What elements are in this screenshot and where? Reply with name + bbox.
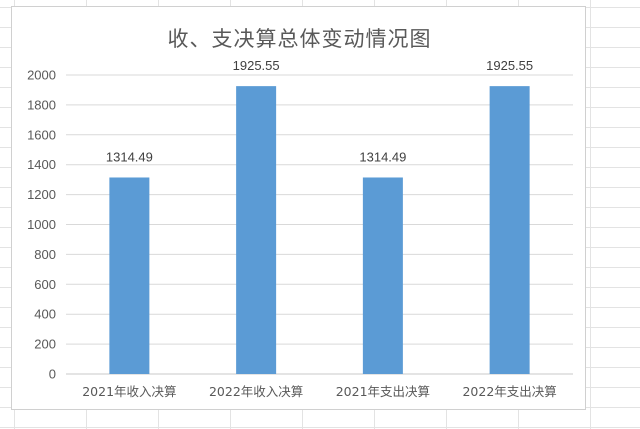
y-tick-label: 1600 — [27, 127, 56, 142]
y-tick-label: 1800 — [27, 97, 56, 112]
bar — [236, 86, 277, 374]
bar-chart: 0 200 400 600 800 1000 1200 1400 1600 1800 2000 131… — [27, 58, 573, 399]
y-tick-label: 400 — [34, 307, 56, 322]
data-label: 1314.49 — [359, 149, 406, 164]
bar — [489, 86, 530, 374]
data-label: 1925.55 — [486, 58, 533, 73]
y-tick-label: 200 — [34, 337, 56, 352]
bar — [109, 177, 150, 374]
y-tick-label: 1200 — [27, 187, 56, 202]
chart-title: 收、支决算总体变动情况图 — [167, 27, 432, 51]
bar — [362, 177, 403, 374]
y-tick-label: 600 — [34, 277, 56, 292]
x-tick-label: 2021年收入决算 — [82, 384, 176, 399]
y-tick-label: 800 — [34, 247, 56, 262]
y-tick-label: 2000 — [27, 68, 56, 83]
data-label: 1925.55 — [233, 58, 280, 73]
y-tick-label: 1000 — [27, 217, 56, 232]
y-tick-label: 1400 — [27, 157, 56, 172]
y-tick-label: 0 — [49, 367, 56, 382]
data-label: 1314.49 — [106, 149, 153, 164]
x-tick-label: 2021年支出决算 — [336, 384, 430, 399]
x-tick-label: 2022年收入决算 — [209, 384, 303, 399]
x-tick-label: 2022年支出决算 — [462, 384, 556, 399]
chart-area[interactable]: 收、支决算总体变动情况图 0 200 400 600 800 1000 1200 1400 16… — [11, 6, 586, 410]
